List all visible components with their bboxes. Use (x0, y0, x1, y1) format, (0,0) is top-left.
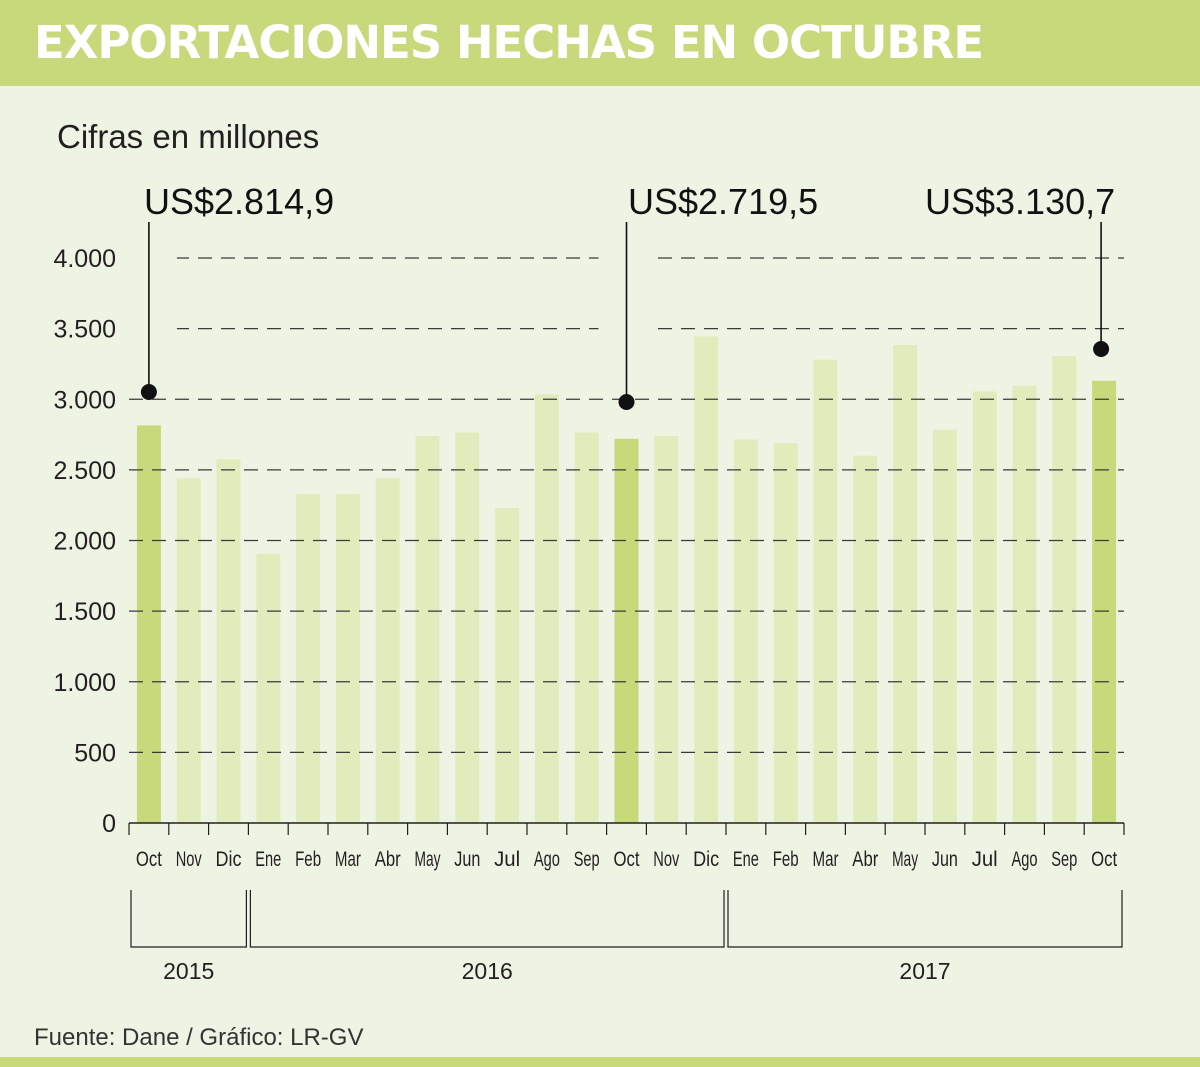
x-tick-label: Abr (375, 848, 401, 871)
x-tick-label: Oct (136, 848, 162, 871)
x-tick-label: Jun (454, 848, 480, 871)
bar-9 (495, 508, 520, 823)
bar-2 (216, 459, 241, 823)
x-tick-label: May (892, 848, 918, 871)
x-tick-label: Nov (653, 848, 679, 871)
bar-6 (375, 478, 400, 823)
source-note: Fuente: Dane / Gráfico: LR-GV (34, 1024, 364, 1051)
callout-dot (140, 384, 157, 400)
bar-10 (534, 394, 559, 823)
bar-11 (574, 432, 599, 823)
bar-22 (1012, 385, 1037, 823)
x-tick-label: Ene (255, 848, 281, 871)
bar-12 (614, 438, 639, 823)
bar-5 (335, 493, 360, 823)
callout-oct-2016: US$2.719,5 (628, 181, 819, 222)
x-tick-label: Feb (773, 848, 799, 871)
y-tick-label: 3.500 (53, 316, 116, 344)
x-tick-label: Oct (1091, 848, 1117, 871)
bar-0 (136, 425, 161, 823)
x-tick-label: Ago (1012, 848, 1038, 871)
y-tick-label: 1.500 (53, 598, 116, 626)
y-tick-label: 2.500 (53, 457, 116, 485)
bar-20 (932, 429, 957, 823)
x-tick-label: Mar (813, 848, 839, 871)
x-tick-label: Jun (932, 848, 958, 871)
year-label: 2017 (899, 958, 950, 984)
year-bracket (249, 890, 725, 948)
bar-21 (972, 391, 997, 823)
y-tick-label: 2.000 (53, 528, 116, 556)
bar-4 (296, 493, 321, 823)
x-tick-label: Sep (574, 848, 600, 871)
bar-14 (694, 336, 719, 823)
y-tick-label: 0 (102, 810, 116, 838)
y-tick-label: 3.000 (53, 386, 116, 414)
callout-oct-2017: US$3.130,7 (925, 181, 1116, 222)
bar-23 (1052, 356, 1077, 823)
x-tick-label: Ene (733, 848, 759, 871)
footer-bar (0, 1057, 1200, 1067)
bar-15 (733, 439, 758, 823)
header-bar (0, 0, 1200, 86)
bar-24 (1092, 380, 1117, 823)
callout-dot (618, 394, 635, 410)
x-tick-label: Dic (693, 848, 719, 871)
bar-13 (654, 435, 679, 823)
bar-16 (773, 443, 798, 823)
x-tick-label: Ago (534, 848, 560, 871)
x-tick-label: Dic (216, 848, 242, 871)
bar-18 (853, 455, 878, 823)
year-label: 2016 (462, 958, 513, 984)
bar-17 (813, 359, 838, 823)
x-tick-label: Mar (335, 848, 361, 871)
x-tick-label: Sep (1051, 848, 1077, 871)
chart-subtitle: Cifras en millones (57, 118, 320, 155)
year-bracket (727, 890, 1123, 948)
x-tick-label: Feb (295, 848, 321, 871)
bar-1 (176, 478, 201, 823)
x-tick-label: Abr (852, 848, 878, 871)
bar-7 (415, 435, 440, 823)
x-tick-label: May (415, 848, 441, 871)
x-tick-label: Jul (494, 848, 520, 871)
y-tick-label: 500 (74, 739, 116, 767)
year-bracket (130, 890, 247, 948)
chart-title: EXPORTACIONES HECHAS EN OCTUBRE (34, 16, 984, 69)
x-tick-label: Nov (176, 848, 202, 871)
callout-dot (1093, 341, 1110, 357)
x-tick-label: Oct (614, 848, 640, 871)
bar-3 (256, 553, 281, 823)
callout-oct-2015: US$2.814,9 (144, 181, 335, 222)
y-tick-label: 4.000 (53, 245, 116, 273)
x-tick-label: Jul (972, 848, 998, 871)
y-tick-label: 1.000 (53, 669, 116, 697)
bar-19 (893, 344, 918, 823)
year-label: 2015 (163, 958, 214, 984)
bar-8 (455, 432, 480, 823)
